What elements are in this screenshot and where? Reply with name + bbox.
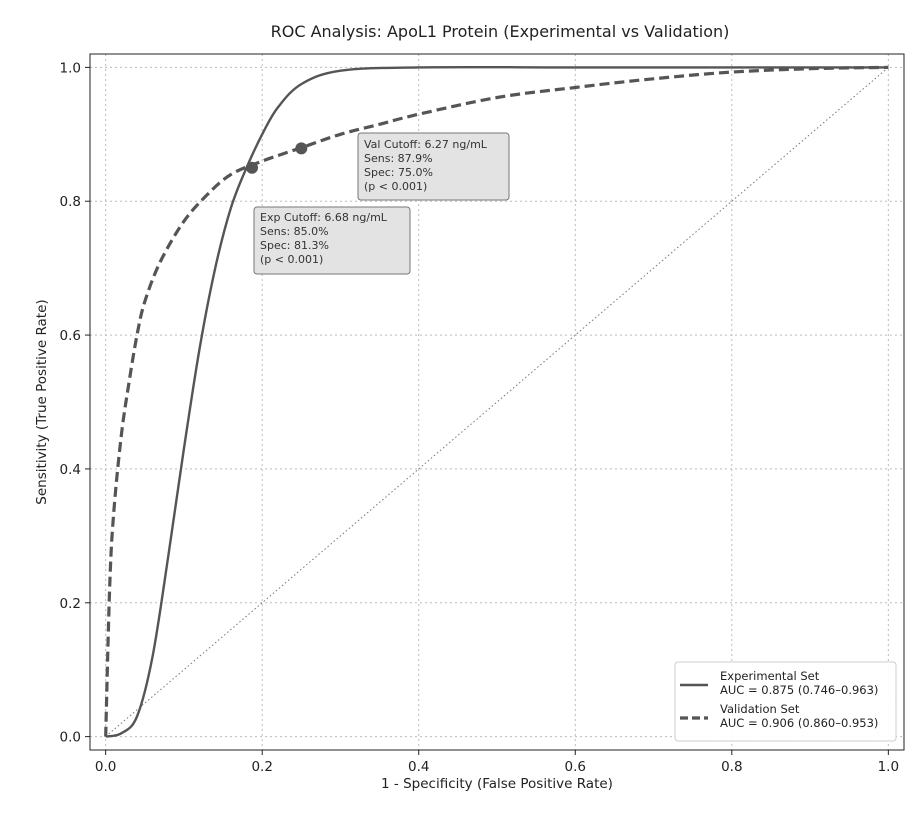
legend-experimental-auc: AUC = 0.875 (0.746–0.963)	[720, 683, 878, 697]
exp-cutoff-line-1: Exp Cutoff: 6.68 ng/mL	[260, 211, 388, 224]
legend-experimental-name: Experimental Set	[720, 669, 820, 683]
y-tick-label: 0.2	[60, 596, 81, 612]
x-tick-label: 0.8	[721, 759, 742, 775]
val-cutoff-line-2: Sens: 87.9%	[364, 152, 433, 165]
y-tick-label: 0.0	[60, 730, 81, 746]
exp-cutoff-line-2: Sens: 85.0%	[260, 225, 329, 238]
x-axis-ticks: 0.0 0.2 0.4 0.6 0.8 1.0	[95, 750, 899, 775]
x-tick-label: 0.2	[251, 759, 272, 775]
y-axis-ticks: 0.0 0.2 0.4 0.6 0.8 1.0	[60, 60, 90, 745]
val-cutoff-annotation: Val Cutoff: 6.27 ng/mL Sens: 87.9% Spec:…	[358, 133, 509, 200]
y-tick-label: 0.8	[60, 194, 81, 210]
x-tick-label: 1.0	[878, 759, 899, 775]
x-tick-label: 0.6	[565, 759, 586, 775]
exp-cutoff-annotation: Exp Cutoff: 6.68 ng/mL Sens: 85.0% Spec:…	[254, 207, 410, 274]
exp-cutoff-line-3: Spec: 81.3%	[260, 239, 329, 252]
experimental-cutoff-point	[246, 162, 258, 174]
val-cutoff-line-3: Spec: 75.0%	[364, 166, 433, 179]
val-cutoff-line-4: (p < 0.001)	[364, 180, 427, 193]
x-tick-label: 0.4	[408, 759, 429, 775]
legend-validation-auc: AUC = 0.906 (0.860–0.953)	[720, 716, 878, 730]
val-cutoff-line-1: Val Cutoff: 6.27 ng/mL	[364, 138, 488, 151]
y-tick-label: 1.0	[60, 60, 81, 76]
y-axis-label: Sensitivity (True Positive Rate)	[34, 299, 50, 504]
validation-cutoff-point	[295, 142, 307, 154]
x-axis-label: 1 - Specificity (False Positive Rate)	[381, 776, 613, 792]
chart-title: ROC Analysis: ApoL1 Protein (Experimenta…	[271, 22, 730, 41]
x-tick-label: 0.0	[95, 759, 116, 775]
y-tick-label: 0.4	[60, 462, 81, 478]
legend: Experimental Set AUC = 0.875 (0.746–0.96…	[675, 662, 896, 741]
y-tick-label: 0.6	[60, 328, 81, 344]
legend-validation-name: Validation Set	[720, 702, 800, 716]
exp-cutoff-line-4: (p < 0.001)	[260, 253, 323, 266]
